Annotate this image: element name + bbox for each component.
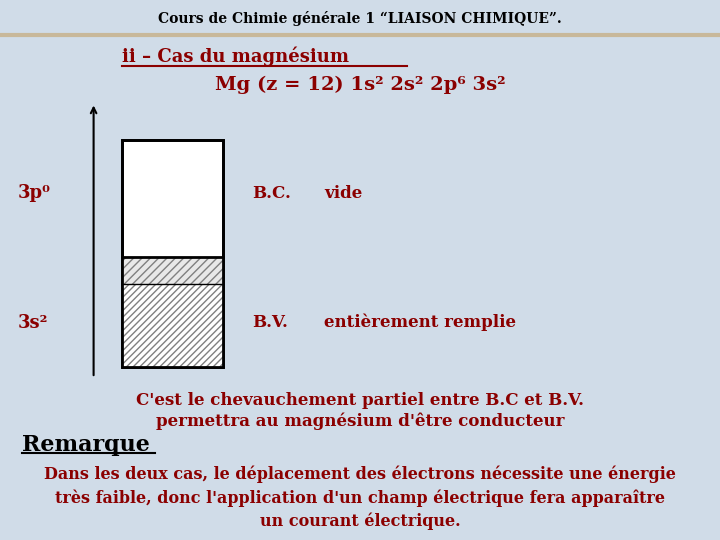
Text: un courant électrique.: un courant électrique.: [260, 513, 460, 530]
Text: entièrement remplie: entièrement remplie: [324, 314, 516, 332]
Text: B.V.: B.V.: [252, 314, 288, 331]
Bar: [122, 140, 223, 367]
Text: ii – Cas du magnésium: ii – Cas du magnésium: [122, 47, 349, 66]
Text: Remarque: Remarque: [22, 435, 150, 456]
Text: 3s²: 3s²: [18, 314, 48, 332]
Text: B.C.: B.C.: [252, 185, 291, 201]
Text: permettra au magnésium d'être conducteur: permettra au magnésium d'être conducteur: [156, 413, 564, 430]
Text: 3p⁰: 3p⁰: [18, 184, 51, 202]
Bar: [122, 284, 223, 367]
Text: très faible, donc l'application d'un champ électrique fera apparaître: très faible, donc l'application d'un cha…: [55, 489, 665, 507]
Bar: [122, 140, 223, 367]
Text: Mg (z = 12) 1s² 2s² 2p⁶ 3s²: Mg (z = 12) 1s² 2s² 2p⁶ 3s²: [215, 76, 505, 94]
Text: Dans les deux cas, le déplacement des électrons nécessite une énergie: Dans les deux cas, le déplacement des él…: [44, 465, 676, 483]
Text: C'est le chevauchement partiel entre B.C et B.V.: C'est le chevauchement partiel entre B.C…: [136, 392, 584, 409]
Text: Cours de Chimie générale 1 “LIAISON CHIMIQUE”.: Cours de Chimie générale 1 “LIAISON CHIM…: [158, 11, 562, 26]
Bar: [122, 256, 223, 284]
Text: vide: vide: [324, 185, 362, 201]
